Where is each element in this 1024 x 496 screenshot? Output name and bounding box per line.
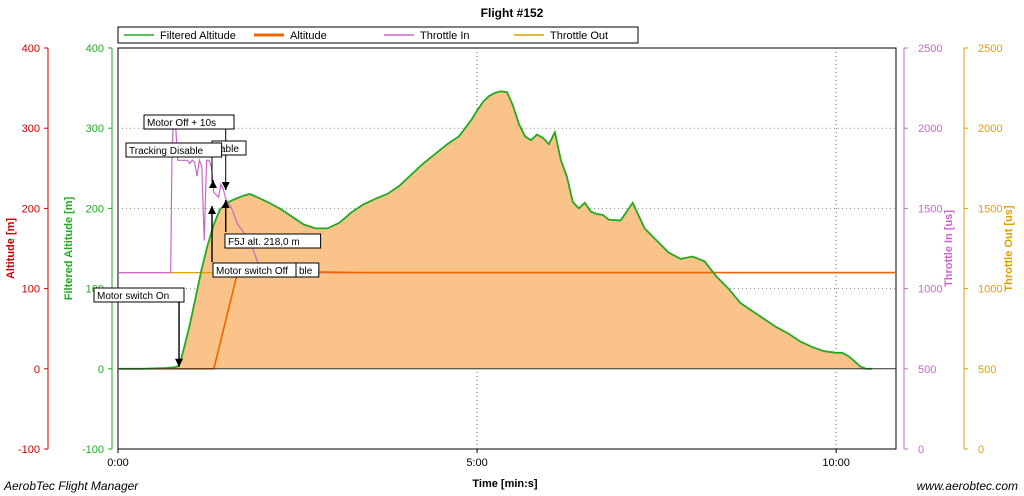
x-axis-label: Time [min:s] xyxy=(472,478,538,490)
annotation-motor-on-arrowhead xyxy=(175,358,184,367)
annotation-label: F5J alt. 218,0 m xyxy=(228,237,300,248)
axis-title-altitude: Altitude [m] xyxy=(5,218,17,279)
tick-label-filtered: 300 xyxy=(86,123,104,135)
legend-label: Throttle In xyxy=(420,30,470,42)
tick-label-altitude: 100 xyxy=(22,284,40,296)
tick-label-filtered: 400 xyxy=(86,43,104,55)
legend: Filtered Altitude Altitude Throttle In Thro… xyxy=(117,26,639,44)
tick-label-throttle_in: 2000 xyxy=(918,123,942,135)
tick-label-throttle_in: 1500 xyxy=(918,203,942,215)
tick-label-throttle_in: 0 xyxy=(918,444,924,456)
tick-label-filtered: 200 xyxy=(86,203,104,215)
tick-label-altitude: 0 xyxy=(34,364,40,376)
annotation-box xyxy=(295,262,320,278)
tick-label-throttle_out: 2000 xyxy=(978,123,1002,135)
plot-area xyxy=(117,47,897,450)
x-tick-label: 5:00 xyxy=(466,457,487,469)
footer-right: www.aerobtec.com xyxy=(917,479,1018,493)
tick-label-filtered: -100 xyxy=(82,444,104,456)
x-tick-label: 10:00 xyxy=(822,457,850,469)
legend-label: Altitude xyxy=(290,30,327,42)
footer-left: AerobTec Flight Manager xyxy=(3,479,139,493)
annotation-box xyxy=(125,142,223,158)
annotation-label: Motor Off + 10s xyxy=(147,118,216,129)
chart-title: Flight #152 xyxy=(481,6,544,20)
annotation-label: Motor switch On xyxy=(97,291,169,302)
tick-label-throttle_in: 2500 xyxy=(918,43,942,55)
tick-label-altitude: -100 xyxy=(18,444,40,456)
tick-label-altitude: 200 xyxy=(22,203,40,215)
axis-title-throttle_in: Throttle In [us] xyxy=(943,210,955,287)
series-line-filtered-altitude xyxy=(118,90,873,370)
tick-label-throttle_in: 1000 xyxy=(918,284,942,296)
tick-label-throttle_in: 500 xyxy=(918,364,936,376)
series-line-altitude xyxy=(118,270,896,370)
tick-label-throttle_out: 0 xyxy=(978,444,984,456)
legend-label: Filtered Altitude xyxy=(160,30,236,42)
annotation-tracking-arrowhead xyxy=(209,179,217,188)
axis-title-filtered: Filtered Altitude [m] xyxy=(63,196,75,300)
annotation-box xyxy=(224,233,322,249)
annotation-motor-off-arrowhead xyxy=(208,205,216,214)
legend-label: Throttle Out xyxy=(550,30,608,42)
tick-label-throttle_out: 1000 xyxy=(978,284,1002,296)
annotation-label: Tracking Disable xyxy=(129,146,204,157)
tick-label-throttle_out: 500 xyxy=(978,364,996,376)
legend-box xyxy=(117,26,639,44)
tick-label-filtered: 0 xyxy=(98,364,104,376)
annotation-f5j-arrowhead xyxy=(221,199,230,208)
annotation-label: Motor switch Off xyxy=(216,266,288,277)
series-area-fill xyxy=(118,91,873,369)
annotation-motor-off10-arrowhead xyxy=(221,181,230,190)
tick-label-throttle_out: 1500 xyxy=(978,203,1002,215)
annotation-box xyxy=(143,114,235,130)
annotation-box xyxy=(93,287,185,303)
annotation-label: sable xyxy=(215,144,239,155)
tick-label-throttle_out: 2500 xyxy=(978,43,1002,55)
annotations: Motor switch On Motor Off + 10s sable Track… xyxy=(93,114,322,367)
tick-label-altitude: 300 xyxy=(22,123,40,135)
axis-title-throttle_out: Throttle Out [us] xyxy=(1003,205,1015,291)
x-tick-label: 0:00 xyxy=(107,457,128,469)
tick-label-altitude: 400 xyxy=(22,43,40,55)
annotation-label: ble xyxy=(299,266,313,277)
